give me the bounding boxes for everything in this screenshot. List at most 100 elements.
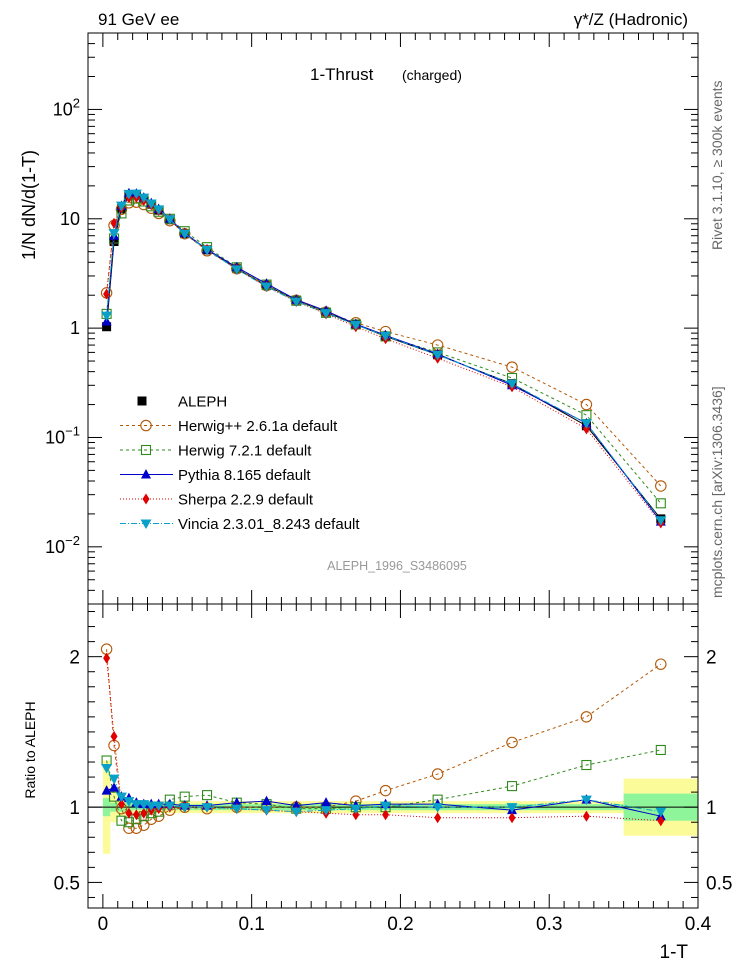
ratio-point-vincia-2-3-01-8-243-default [506,803,518,813]
data-point-aleph [102,322,112,332]
main-y-tick-base: 1 [70,318,80,338]
ratio-point-herwig-2-6-1a-default [655,658,667,670]
ratio-point-herwig-7-2-1-default [655,744,666,756]
main-y-tick-base: 10 [45,537,65,557]
data-point-herwig-2-6-1a-default [655,480,667,492]
main-y-tick-exponent: −1 [65,423,80,438]
ratio-point-vincia-2-3-01-8-243-default [380,801,392,812]
ratio-point-pythia-8-165-default [291,800,302,810]
ratio-point-vincia-2-3-01-8-243-default [350,804,362,815]
ratio-point-sherpa-2-2-9-default [352,809,360,821]
ratio-point-sherpa-2-2-9-default [132,809,140,821]
ratio-point-sherpa-2-2-9-default [382,809,390,821]
ratio-y-tick-label-right: 2 [706,648,717,669]
main-y-tick-exponent: −2 [65,533,80,548]
ratio-frame [87,603,699,909]
x-tick-label: 0.4 [685,914,712,935]
ratio-point-vincia-2-3-01-8-243-default [123,797,135,807]
data-point-vincia-2-3-01-8-243-default [179,229,191,240]
main-y-tick-base: 10 [45,427,65,447]
ratio-point-vincia-2-3-01-8-243-default [201,803,213,813]
main-y-tick-label: 10−2 [45,533,80,557]
data-point-vincia-2-3-01-8-243-default [164,215,176,225]
data-point-vincia-2-3-01-8-243-default [231,265,243,275]
ratio-point-vincia-2-3-01-8-243-default [231,804,243,815]
ratio-point-pythia-8-165-default [109,782,120,792]
ratio-point-sherpa-2-2-9-default [103,652,111,664]
legend-entry: Herwig++ 2.6.1a default [178,418,338,435]
ratio-point-pythia-8-165-default [101,785,112,795]
legend-marker [141,469,151,479]
ratio-point-sherpa-2-2-9-default [117,798,125,810]
ratio-point-vincia-2-3-01-8-243-default [432,803,444,813]
ratio-point-vincia-2-3-01-8-243-default [164,801,176,812]
ratio-line-vincia-2-3-01-8-243-default [106,767,661,813]
data-point-vincia-2-3-01-8-243-default [380,331,392,342]
data-point-vincia-2-3-01-8-243-default [130,189,142,200]
process-label: γ*/Z (Hadronic) [574,10,688,29]
main-y-tick-exponent: 2 [73,95,80,110]
ratio-point-herwig-7-2-1-default [581,759,592,771]
ratio-y-axis-label: Ratio to ALEPH [22,701,38,798]
legend-entry: Herwig 7.2.1 default [178,443,312,460]
ratio-point-herwig-2-6-1a-default [138,819,150,831]
data-point-herwig-2-6-1a-default [506,361,518,373]
data-point-vincia-2-3-01-8-243-default [123,189,135,200]
data-point-vincia-2-3-01-8-243-default [115,201,127,212]
ratio-point-herwig-2-6-1a-default [130,822,143,834]
data-point-vincia-2-3-01-8-243-default [350,320,362,331]
ratio-point-herwig-7-2-1-default [116,815,127,826]
legend-entry: Pythia 8.165 default [178,467,311,484]
ratio-point-vincia-2-3-01-8-243-default [115,792,127,803]
data-point-vincia-2-3-01-8-243-default [580,419,592,429]
data-point-vincia-2-3-01-8-243-default [432,350,444,361]
ratio-point-pythia-8-165-default [321,797,332,807]
side-label-top: Rivet 3.1.10, ≥ 300k events [709,80,725,250]
data-point-vincia-2-3-01-8-243-default [153,205,165,215]
ratio-point-herwig-7-2-1-default [506,781,518,792]
ratio-point-herwig-2-6-1a-default [580,711,593,723]
ratio-point-herwig-7-2-1-default [201,790,213,801]
legend-marker [137,396,147,406]
plot-title: 1-Thrust [310,65,374,84]
data-point-vincia-2-3-01-8-243-default [655,516,667,526]
x-tick-label: 0 [98,914,109,935]
data-point-vincia-2-3-01-8-243-default [320,309,332,319]
legend-entry: Vincia 2.3.01_8.243 default [178,516,360,533]
ratio-point-herwig-2-6-1a-default [431,768,444,780]
data-point-vincia-2-3-01-8-243-default [108,229,120,239]
data-point-vincia-2-3-01-8-243-default [138,193,150,204]
ratio-point-sherpa-2-2-9-default [125,807,133,819]
ratio-point-sherpa-2-2-9-default [657,815,665,827]
data-point-herwig-7-2-1-default [655,498,666,509]
ratio-point-sherpa-2-2-9-default [140,807,148,819]
ratio-point-sherpa-2-2-9-default [508,812,516,824]
ratio-y-tick-label-left: 0.5 [54,873,80,894]
ratio-panel: 0.5 0.5 1 1 2 2 0 0.1 0.2 0.3 0.4 [54,603,732,935]
x-tick-label: 0.2 [387,914,413,935]
main-y-tick-label: 10−1 [45,423,80,447]
ratio-point-pythia-8-165-default [261,795,272,806]
ratio-point-sherpa-2-2-9-default [110,730,118,742]
ratio-point-vincia-2-3-01-8-243-default [580,795,592,806]
ratio-y-tick-label-left: 1 [69,798,80,819]
ratio-point-pythia-8-165-default [231,797,242,807]
x-tick-label: 0.3 [536,914,562,935]
ratio-point-vincia-2-3-01-8-243-default [179,803,191,813]
main-y-tick-label: 102 [53,95,80,119]
ratio-point-herwig-2-6-1a-default [379,784,392,797]
plot-subtitle: (charged) [402,67,462,83]
data-point-vincia-2-3-01-8-243-default [506,379,518,390]
ratio-point-vincia-2-3-01-8-243-default [130,800,142,810]
ratio-y-tick-label-right: 0.5 [706,873,732,894]
x-axis-label: 1-T [660,942,689,963]
ratio-point-sherpa-2-2-9-default [582,810,590,822]
ratio-point-vincia-2-3-01-8-243-default [101,764,113,774]
main-y-axis-label: 1/N dN/d(1-T) [19,150,39,260]
legend-marker [140,419,152,432]
legend-marker [140,519,152,529]
data-point-vincia-2-3-01-8-243-default [101,311,113,322]
ratio-point-vincia-2-3-01-8-243-default [290,807,302,818]
data-point-vincia-2-3-01-8-243-default [261,282,273,293]
